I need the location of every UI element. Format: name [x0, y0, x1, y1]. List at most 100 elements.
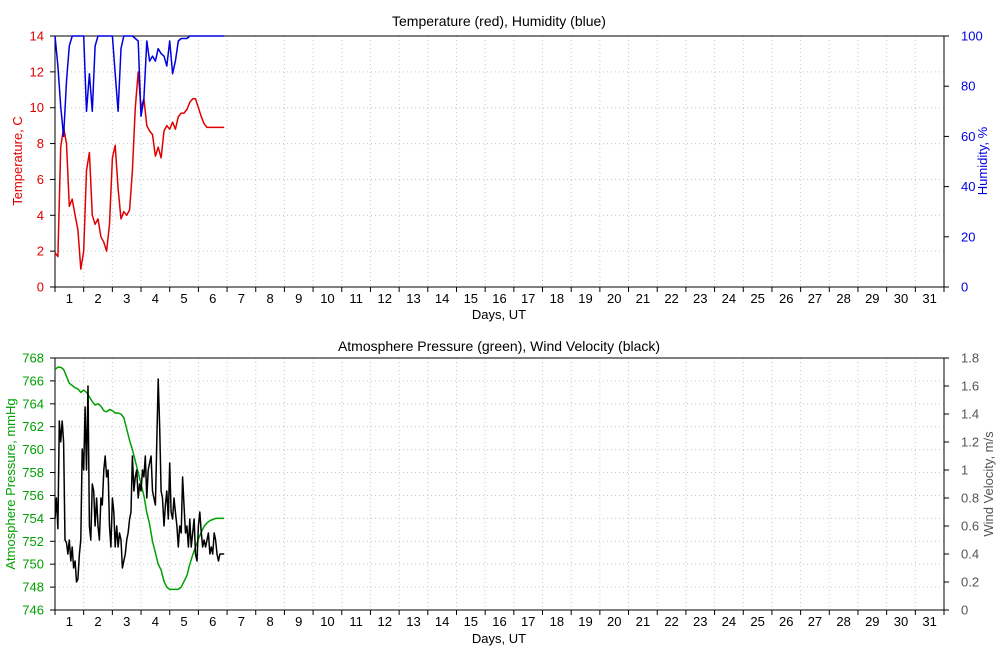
y-tick-label: 758 — [22, 465, 44, 480]
x-tick-label: 30 — [894, 614, 908, 629]
y2-tick-label: 0.6 — [961, 519, 979, 534]
atmosphere-pressure-line — [54, 366, 225, 591]
y2-tick-label: 1.4 — [961, 407, 979, 422]
chart-2-y-axis-label: Atmosphere Pressure, mmHg — [3, 398, 18, 569]
x-tick-label: 23 — [693, 614, 707, 629]
x-tick-label: 11 — [349, 291, 363, 306]
x-tick-label: 7 — [238, 614, 245, 629]
x-tick-label: 5 — [180, 614, 187, 629]
x-tick-label: 14 — [435, 291, 449, 306]
x-tick-label: 31 — [922, 614, 936, 629]
x-tick-label: 28 — [836, 614, 850, 629]
x-tick-label: 17 — [521, 291, 535, 306]
x-tick-label: 24 — [722, 614, 736, 629]
y-tick-label: 0 — [37, 280, 44, 295]
y-tick-label: 4 — [37, 208, 44, 223]
y2-tick-label: 20 — [961, 229, 975, 244]
x-tick-label: 8 — [266, 614, 273, 629]
chart-1-y-ticks: 0 2 4 6 8 10 12 14 — [30, 29, 55, 295]
y2-tick-label: 1 — [961, 463, 968, 478]
chart-1-x-ticks: 1 2 3 4 5 6 7 8 9 10 11 12 13 14 15 16 17 18 19 20 21 22 23 24 2… — [54, 287, 945, 306]
y-tick-label: 764 — [22, 396, 44, 411]
x-tick-label: 13 — [406, 614, 420, 629]
x-tick-label: 19 — [578, 614, 592, 629]
x-tick-label: 30 — [894, 291, 908, 306]
x-tick-label: 13 — [406, 291, 420, 306]
y-tick-label: 2 — [37, 244, 44, 259]
x-tick-label: 27 — [808, 291, 822, 306]
y-tick-label: 752 — [22, 534, 44, 549]
pressure-wind-chart: Atmosphere Pressure (green), Wind Veloci… — [3, 338, 996, 646]
x-tick-label: 3 — [123, 614, 130, 629]
x-tick-label: 7 — [238, 291, 245, 306]
y2-tick-label: 1.2 — [961, 435, 979, 450]
x-tick-label: 22 — [664, 614, 678, 629]
chart-2-title: Atmosphere Pressure (green), Wind Veloci… — [338, 338, 660, 354]
x-tick-label: 22 — [664, 291, 678, 306]
x-tick-label: 9 — [295, 291, 302, 306]
y2-tick-label: 0.8 — [961, 491, 979, 506]
x-tick-label: 2 — [94, 291, 101, 306]
chart-2-series — [54, 366, 225, 591]
chart-1-y-axis-label: Temperature, C — [10, 116, 25, 206]
y-tick-label: 6 — [37, 172, 44, 187]
chart-2-grid — [55, 358, 944, 610]
x-tick-label: 31 — [922, 291, 936, 306]
x-tick-label: 20 — [607, 614, 621, 629]
x-tick-label: 26 — [779, 291, 793, 306]
x-tick-label: 3 — [123, 291, 130, 306]
x-tick-label: 11 — [349, 614, 363, 629]
x-tick-label: 6 — [209, 291, 216, 306]
x-tick-label: 29 — [865, 614, 879, 629]
x-tick-label: 4 — [152, 614, 159, 629]
y-tick-label: 746 — [22, 603, 44, 618]
x-tick-label: 16 — [492, 614, 506, 629]
x-tick-label: 24 — [722, 291, 736, 306]
x-tick-label: 25 — [750, 291, 764, 306]
x-tick-label: 28 — [836, 291, 850, 306]
x-tick-label: 17 — [521, 614, 535, 629]
x-tick-label: 18 — [550, 291, 564, 306]
x-tick-label: 21 — [636, 291, 650, 306]
chart-1-plot-frame — [54, 35, 945, 288]
y2-tick-label: 0 — [961, 280, 968, 295]
x-tick-label: 21 — [636, 614, 650, 629]
y2-tick-label: 0.2 — [961, 575, 979, 590]
x-tick-label: 23 — [693, 291, 707, 306]
y-tick-label: 756 — [22, 488, 44, 503]
y2-tick-label: 0 — [961, 603, 968, 618]
chart-2-x-axis-label: Days, UT — [472, 631, 526, 646]
y-tick-label: 14 — [30, 29, 44, 44]
x-tick-label: 20 — [607, 291, 621, 306]
chart-1-series — [54, 35, 225, 270]
x-tick-label: 27 — [808, 614, 822, 629]
x-tick-label: 2 — [94, 614, 101, 629]
chart-1-y2-ticks: 0 20 40 60 80 100 — [944, 29, 983, 295]
x-tick-label: 12 — [378, 614, 392, 629]
x-tick-label: 18 — [550, 614, 564, 629]
chart-1-title: Temperature (red), Humidity (blue) — [392, 13, 606, 29]
x-tick-label: 26 — [779, 614, 793, 629]
y-tick-label: 762 — [22, 419, 44, 434]
y-tick-label: 768 — [22, 351, 44, 366]
x-tick-label: 1 — [66, 614, 73, 629]
chart-1-y2-axis-label: Humidity, % — [975, 126, 990, 195]
x-tick-label: 6 — [209, 614, 216, 629]
y-tick-label: 8 — [37, 136, 44, 151]
y-tick-label: 766 — [22, 373, 44, 388]
y-tick-label: 754 — [22, 511, 44, 526]
x-tick-label: 9 — [295, 614, 302, 629]
chart-2-y2-axis-label: Wind Velocity, m/s — [981, 431, 996, 537]
x-tick-label: 4 — [152, 291, 159, 306]
humidity-line — [54, 35, 225, 138]
y2-tick-label: 40 — [961, 179, 975, 194]
chart-2-plot-frame — [54, 357, 945, 611]
x-tick-label: 8 — [266, 291, 273, 306]
y-tick-label: 10 — [30, 100, 44, 115]
y2-tick-label: 0.4 — [961, 547, 979, 562]
y-tick-label: 750 — [22, 557, 44, 572]
chart-1-grid — [55, 36, 944, 287]
chart-1-x-axis-label: Days, UT — [472, 307, 526, 322]
